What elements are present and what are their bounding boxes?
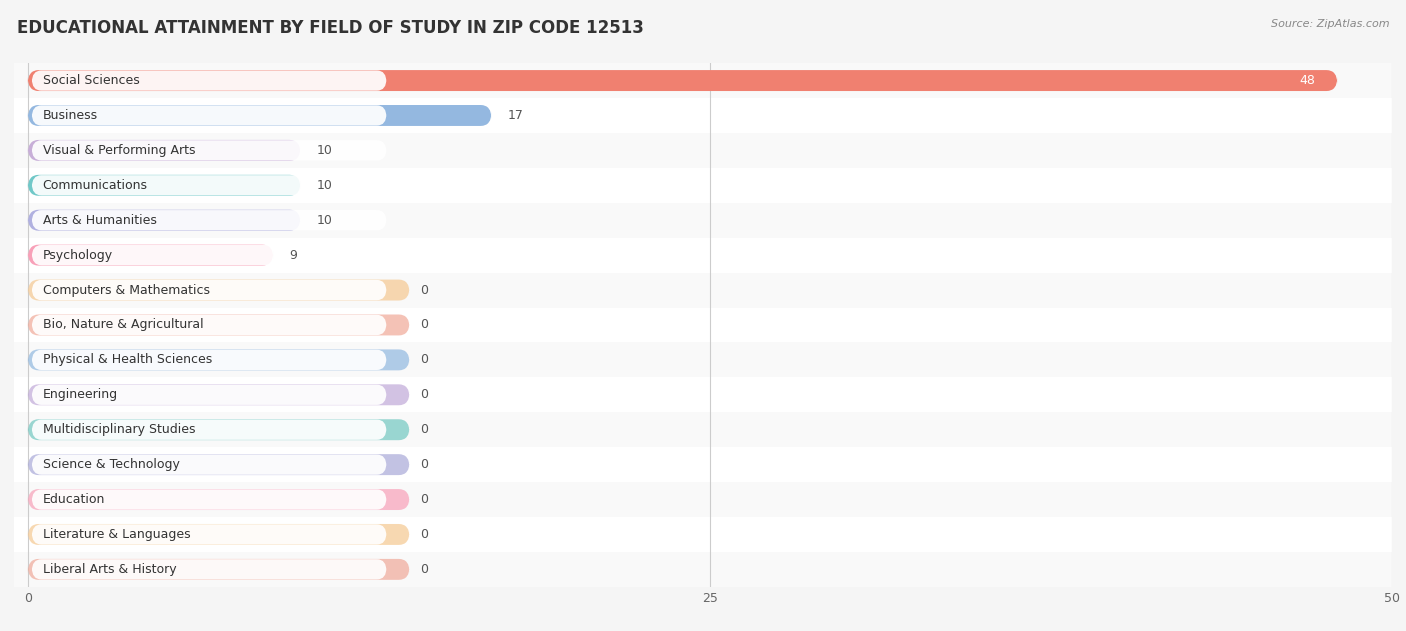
FancyBboxPatch shape xyxy=(28,245,273,266)
FancyBboxPatch shape xyxy=(32,175,387,196)
FancyBboxPatch shape xyxy=(0,343,1406,377)
Text: Psychology: Psychology xyxy=(42,249,112,262)
Text: 0: 0 xyxy=(420,388,429,401)
Text: 0: 0 xyxy=(420,528,429,541)
Text: Business: Business xyxy=(42,109,98,122)
FancyBboxPatch shape xyxy=(0,482,1406,517)
Text: Social Sciences: Social Sciences xyxy=(42,74,139,87)
FancyBboxPatch shape xyxy=(28,559,409,580)
Text: 0: 0 xyxy=(420,353,429,367)
FancyBboxPatch shape xyxy=(32,420,387,440)
Text: Visual & Performing Arts: Visual & Performing Arts xyxy=(42,144,195,157)
FancyBboxPatch shape xyxy=(32,280,387,300)
FancyBboxPatch shape xyxy=(28,314,409,336)
FancyBboxPatch shape xyxy=(0,517,1406,552)
Text: Computers & Mathematics: Computers & Mathematics xyxy=(42,283,209,297)
FancyBboxPatch shape xyxy=(0,238,1406,273)
Text: Literature & Languages: Literature & Languages xyxy=(42,528,190,541)
FancyBboxPatch shape xyxy=(28,140,301,161)
FancyBboxPatch shape xyxy=(28,280,409,300)
Text: Education: Education xyxy=(42,493,105,506)
Text: 0: 0 xyxy=(420,563,429,576)
Text: Communications: Communications xyxy=(42,179,148,192)
FancyBboxPatch shape xyxy=(32,71,387,91)
FancyBboxPatch shape xyxy=(32,140,387,160)
Text: 17: 17 xyxy=(508,109,524,122)
FancyBboxPatch shape xyxy=(32,315,387,335)
Text: 0: 0 xyxy=(420,423,429,436)
FancyBboxPatch shape xyxy=(0,168,1406,203)
FancyBboxPatch shape xyxy=(32,350,387,370)
FancyBboxPatch shape xyxy=(28,419,409,440)
FancyBboxPatch shape xyxy=(32,454,387,475)
Text: 0: 0 xyxy=(420,319,429,331)
Text: Bio, Nature & Agricultural: Bio, Nature & Agricultural xyxy=(42,319,204,331)
FancyBboxPatch shape xyxy=(32,524,387,545)
FancyBboxPatch shape xyxy=(28,384,409,405)
Text: Physical & Health Sciences: Physical & Health Sciences xyxy=(42,353,212,367)
FancyBboxPatch shape xyxy=(0,552,1406,587)
Text: Arts & Humanities: Arts & Humanities xyxy=(42,214,156,227)
FancyBboxPatch shape xyxy=(28,209,301,231)
FancyBboxPatch shape xyxy=(0,412,1406,447)
Text: Science & Technology: Science & Technology xyxy=(42,458,180,471)
Text: 9: 9 xyxy=(290,249,298,262)
FancyBboxPatch shape xyxy=(28,70,1337,91)
FancyBboxPatch shape xyxy=(0,63,1406,98)
Text: 10: 10 xyxy=(316,144,333,157)
FancyBboxPatch shape xyxy=(32,210,387,230)
Text: 0: 0 xyxy=(420,458,429,471)
FancyBboxPatch shape xyxy=(28,105,492,126)
Text: 0: 0 xyxy=(420,493,429,506)
FancyBboxPatch shape xyxy=(32,385,387,405)
FancyBboxPatch shape xyxy=(32,559,387,579)
FancyBboxPatch shape xyxy=(28,454,409,475)
Text: Source: ZipAtlas.com: Source: ZipAtlas.com xyxy=(1271,19,1389,29)
Text: Multidisciplinary Studies: Multidisciplinary Studies xyxy=(42,423,195,436)
Text: Liberal Arts & History: Liberal Arts & History xyxy=(42,563,176,576)
FancyBboxPatch shape xyxy=(28,489,409,510)
FancyBboxPatch shape xyxy=(0,377,1406,412)
FancyBboxPatch shape xyxy=(32,105,387,126)
FancyBboxPatch shape xyxy=(0,203,1406,238)
Text: 0: 0 xyxy=(420,283,429,297)
Text: Engineering: Engineering xyxy=(42,388,118,401)
FancyBboxPatch shape xyxy=(0,273,1406,307)
Text: 48: 48 xyxy=(1299,74,1316,87)
FancyBboxPatch shape xyxy=(0,133,1406,168)
FancyBboxPatch shape xyxy=(28,175,301,196)
Text: 10: 10 xyxy=(316,214,333,227)
FancyBboxPatch shape xyxy=(0,98,1406,133)
FancyBboxPatch shape xyxy=(0,447,1406,482)
Text: 10: 10 xyxy=(316,179,333,192)
Text: EDUCATIONAL ATTAINMENT BY FIELD OF STUDY IN ZIP CODE 12513: EDUCATIONAL ATTAINMENT BY FIELD OF STUDY… xyxy=(17,19,644,37)
FancyBboxPatch shape xyxy=(28,524,409,545)
FancyBboxPatch shape xyxy=(32,490,387,510)
FancyBboxPatch shape xyxy=(32,245,387,265)
FancyBboxPatch shape xyxy=(28,350,409,370)
FancyBboxPatch shape xyxy=(0,307,1406,343)
